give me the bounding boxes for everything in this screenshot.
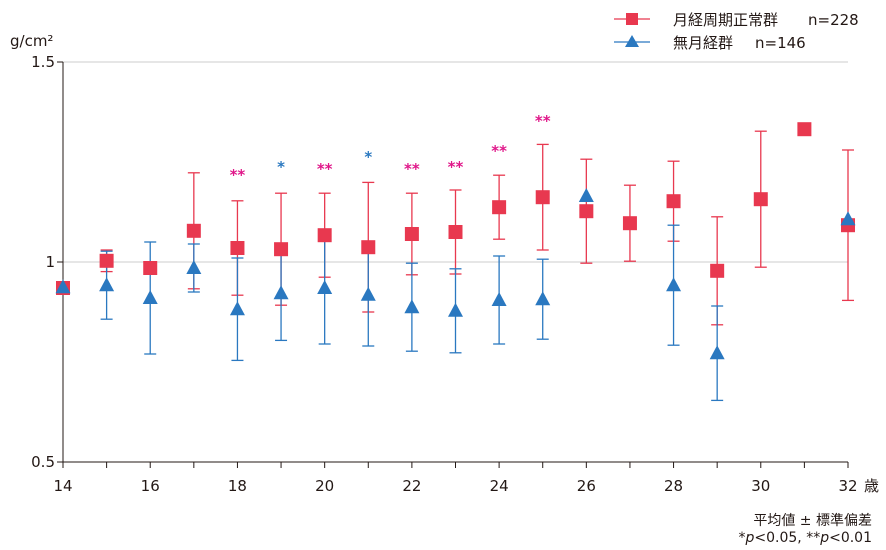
- markers: [55, 122, 856, 360]
- footnote-p1-prefix: *: [738, 530, 746, 546]
- y-tick-label: 1.5: [31, 53, 55, 71]
- data-point-normal: [535, 190, 550, 205]
- data-point-amenorrhea: [273, 285, 289, 300]
- footnote-p2-text: <0.01: [829, 530, 872, 546]
- significance-mark: **: [491, 142, 507, 160]
- data-point-normal: [492, 200, 507, 215]
- footnote-p1-text: <0.05,: [754, 530, 807, 546]
- data-point-normal: [361, 240, 376, 255]
- data-point-normal: [710, 263, 725, 278]
- y-axis-label: g/cm²: [10, 32, 53, 50]
- footnote-p2-symbol: p: [820, 530, 830, 546]
- x-tick-label: 26: [577, 477, 596, 495]
- data-point-normal: [143, 261, 158, 275]
- y-tick-label: 1: [45, 253, 55, 271]
- legend-label-amenorrhea: 無月経群: [673, 34, 733, 52]
- data-point-normal: [579, 204, 594, 219]
- data-point-normal: [186, 223, 201, 238]
- footnote-stats: 平均値 ± 標準偏差: [753, 513, 872, 529]
- data-point-normal: [404, 227, 419, 241]
- legend-item-amenorrhea: 無月経群 n=146: [614, 34, 806, 52]
- legend-marker-triangle: [625, 35, 639, 47]
- data-point-amenorrhea: [142, 290, 158, 304]
- legend-marker-square: [626, 13, 638, 25]
- data-point-amenorrhea: [186, 260, 202, 274]
- data-point-amenorrhea: [709, 345, 725, 360]
- y-tick-label: 0.5: [31, 453, 55, 471]
- data-point-normal: [666, 194, 681, 209]
- data-point-amenorrhea: [491, 292, 507, 306]
- data-point-amenorrhea: [229, 301, 245, 316]
- data-point-normal: [797, 122, 812, 137]
- x-tick-label: 20: [315, 477, 334, 495]
- x-tick-label: 28: [664, 477, 683, 495]
- legend-item-normal: 月経周期正常群 n=228: [614, 11, 859, 29]
- legend-n-normal: n=228: [808, 11, 859, 29]
- x-tick-label: 14: [53, 477, 72, 495]
- footnote-significance: *p<0.05, **p<0.01: [739, 530, 873, 546]
- x-tick-label: 32: [838, 477, 857, 495]
- x-tick-label: 16: [141, 477, 160, 495]
- legend-n-amenorrhea: n=146: [755, 34, 806, 52]
- legend: 月経周期正常群 n=228 無月経群 n=146: [614, 11, 859, 52]
- data-point-normal: [99, 253, 114, 268]
- data-point-amenorrhea: [55, 279, 71, 294]
- error-bars: [100, 130, 854, 402]
- data-point-normal: [317, 228, 332, 243]
- significance-mark: **: [317, 160, 333, 178]
- data-point-amenorrhea: [666, 277, 682, 292]
- data-point-normal: [622, 216, 637, 231]
- significance-mark: *: [277, 158, 285, 176]
- data-point-amenorrhea: [535, 291, 551, 306]
- data-point-amenorrhea: [578, 188, 594, 202]
- data-point-amenorrhea: [317, 280, 333, 294]
- significance-mark: **: [404, 160, 420, 178]
- data-point-normal: [274, 242, 289, 257]
- data-point-amenorrhea: [99, 277, 115, 292]
- data-point-amenorrhea: [840, 211, 856, 226]
- x-tick-label: 18: [228, 477, 247, 495]
- significance-mark: **: [535, 112, 551, 130]
- data-point-normal: [448, 225, 463, 239]
- x-tick-label: 22: [402, 477, 421, 495]
- x-tick-label: 30: [751, 477, 770, 495]
- significance-mark: **: [448, 158, 464, 176]
- significance-mark: **: [230, 166, 246, 184]
- significance-marks: ** * ***** ******: [230, 112, 551, 184]
- footnote-p1-symbol: p: [745, 530, 755, 546]
- x-tick-label: 24: [490, 477, 509, 495]
- legend-label-normal: 月経周期正常群: [673, 11, 778, 29]
- significance-mark: *: [364, 148, 372, 166]
- footnote-p2-prefix: **: [806, 530, 821, 546]
- data-point-normal: [230, 241, 245, 255]
- data-point-amenorrhea: [404, 299, 420, 314]
- ticks: 0.5 1 1.5 14 16 18 20 22 24 26 28 30 32: [31, 53, 857, 495]
- x-axis-unit: 歳: [864, 477, 879, 495]
- data-point-normal: [753, 192, 768, 207]
- data-point-amenorrhea: [360, 286, 376, 301]
- data-point-amenorrhea: [448, 302, 463, 317]
